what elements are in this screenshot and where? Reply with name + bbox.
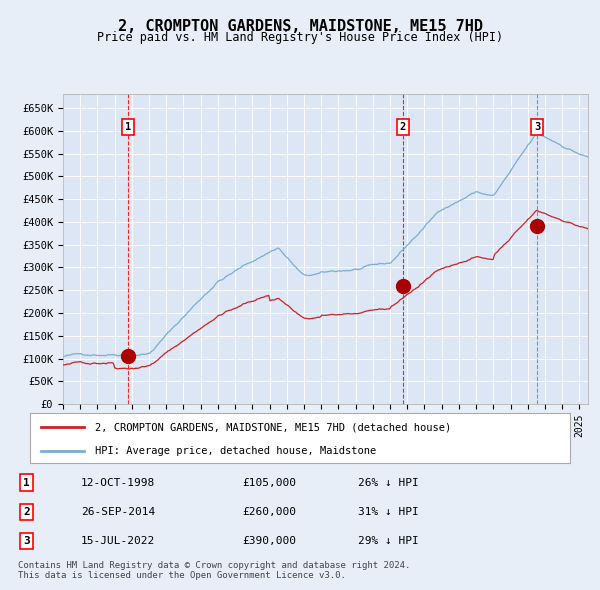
- Text: 1: 1: [23, 477, 30, 487]
- Text: 3: 3: [23, 536, 30, 546]
- Text: 12-OCT-1998: 12-OCT-1998: [81, 477, 155, 487]
- Text: 2, CROMPTON GARDENS, MAIDSTONE, ME15 7HD: 2, CROMPTON GARDENS, MAIDSTONE, ME15 7HD: [118, 19, 482, 34]
- Text: 2, CROMPTON GARDENS, MAIDSTONE, ME15 7HD (detached house): 2, CROMPTON GARDENS, MAIDSTONE, ME15 7HD…: [95, 422, 451, 432]
- Text: 26-SEP-2014: 26-SEP-2014: [81, 507, 155, 517]
- Text: HPI: Average price, detached house, Maidstone: HPI: Average price, detached house, Maid…: [95, 445, 376, 455]
- Text: £390,000: £390,000: [242, 536, 296, 546]
- Text: 2: 2: [23, 507, 30, 517]
- Text: 3: 3: [534, 122, 540, 132]
- Text: 2: 2: [400, 122, 406, 132]
- Text: 15-JUL-2022: 15-JUL-2022: [81, 536, 155, 546]
- Text: 29% ↓ HPI: 29% ↓ HPI: [358, 536, 418, 546]
- Text: £260,000: £260,000: [242, 507, 296, 517]
- Text: Price paid vs. HM Land Registry's House Price Index (HPI): Price paid vs. HM Land Registry's House …: [97, 31, 503, 44]
- Text: 31% ↓ HPI: 31% ↓ HPI: [358, 507, 418, 517]
- Text: 1: 1: [125, 122, 131, 132]
- Text: 26% ↓ HPI: 26% ↓ HPI: [358, 477, 418, 487]
- Text: Contains HM Land Registry data © Crown copyright and database right 2024.
This d: Contains HM Land Registry data © Crown c…: [18, 561, 410, 581]
- Text: £105,000: £105,000: [242, 477, 296, 487]
